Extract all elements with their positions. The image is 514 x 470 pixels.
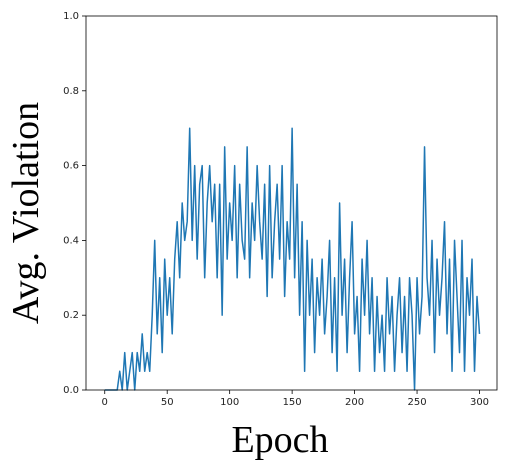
y-tick-label: 0.6 <box>63 161 79 172</box>
x-tick-label: 250 <box>408 397 427 408</box>
y-tick-label: 0.0 <box>63 385 79 396</box>
x-tick-label: 0 <box>102 397 108 408</box>
x-tick-label: 100 <box>220 397 239 408</box>
y-tick-label: 0.2 <box>63 310 79 321</box>
y-tick-label: 0.8 <box>63 86 79 97</box>
x-axis-label: Epoch <box>231 419 328 461</box>
x-tick-label: 150 <box>283 397 302 408</box>
plot-frame <box>85 15 498 391</box>
x-tick-label: 200 <box>345 397 364 408</box>
x-tick-label: 50 <box>161 397 174 408</box>
x-tick-label: 300 <box>470 397 489 408</box>
y-axis-label: Avg. Violation <box>5 102 47 324</box>
data-line <box>104 127 481 391</box>
y-tick-label: 0.4 <box>63 235 79 246</box>
y-tick-label: 1.0 <box>63 11 79 22</box>
